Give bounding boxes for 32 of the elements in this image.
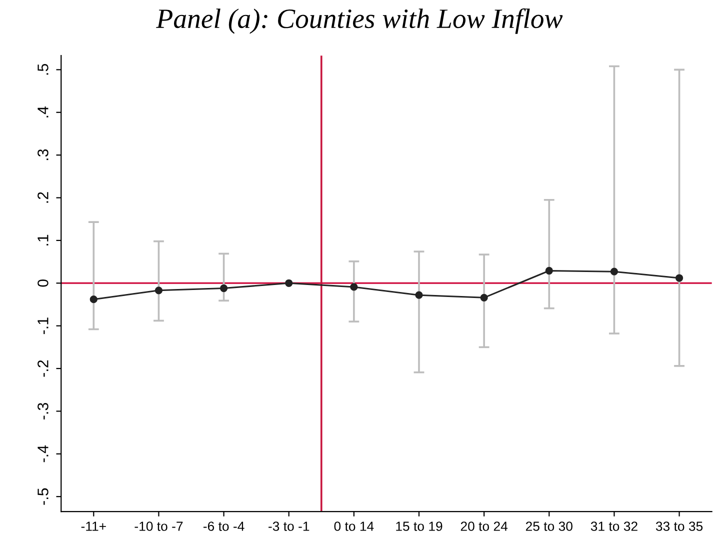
- x-tick-label: 31 to 32: [590, 522, 638, 531]
- x-tick-label: 25 to 30: [526, 522, 572, 531]
- point: [154, 286, 163, 294]
- point: [610, 268, 618, 276]
- y-tick-label: -.3: [38, 402, 48, 420]
- y-tick-label: .1: [38, 234, 48, 246]
- x-tick-label: 0 to 14: [334, 522, 374, 531]
- point: [675, 274, 684, 282]
- y-tick-label: .5: [38, 64, 48, 75]
- y-tick-label: -.4: [38, 445, 48, 462]
- x-tick-label: 20 to 24: [460, 522, 508, 531]
- y-tick-label: .4: [38, 106, 48, 118]
- x-tick-label: -11+: [81, 522, 106, 531]
- y-tick-label: 0: [38, 279, 48, 287]
- point: [415, 291, 423, 299]
- y-tick-label: .3: [38, 149, 48, 160]
- point: [545, 266, 553, 275]
- x-tick-label: 33 to 35: [656, 522, 703, 531]
- point: [480, 294, 488, 302]
- point: [220, 284, 228, 292]
- x-tick-label: -6 to -4: [203, 522, 244, 531]
- chart-title: Panel (a): Counties with Low Inflow: [156, 8, 563, 34]
- y-tick-label: -.2: [38, 360, 48, 377]
- x-tick-label: -3 to -1: [268, 522, 310, 531]
- point: [90, 296, 98, 304]
- y-tick-label: .2: [38, 192, 48, 203]
- x-tick-label: 15 to 19: [396, 522, 442, 531]
- x-tick-label: -10 to -7: [134, 522, 183, 531]
- y-tick-label: -.1: [38, 318, 48, 334]
- point: [350, 283, 358, 291]
- y-tick-label: -.5: [38, 488, 48, 505]
- point: [285, 279, 293, 287]
